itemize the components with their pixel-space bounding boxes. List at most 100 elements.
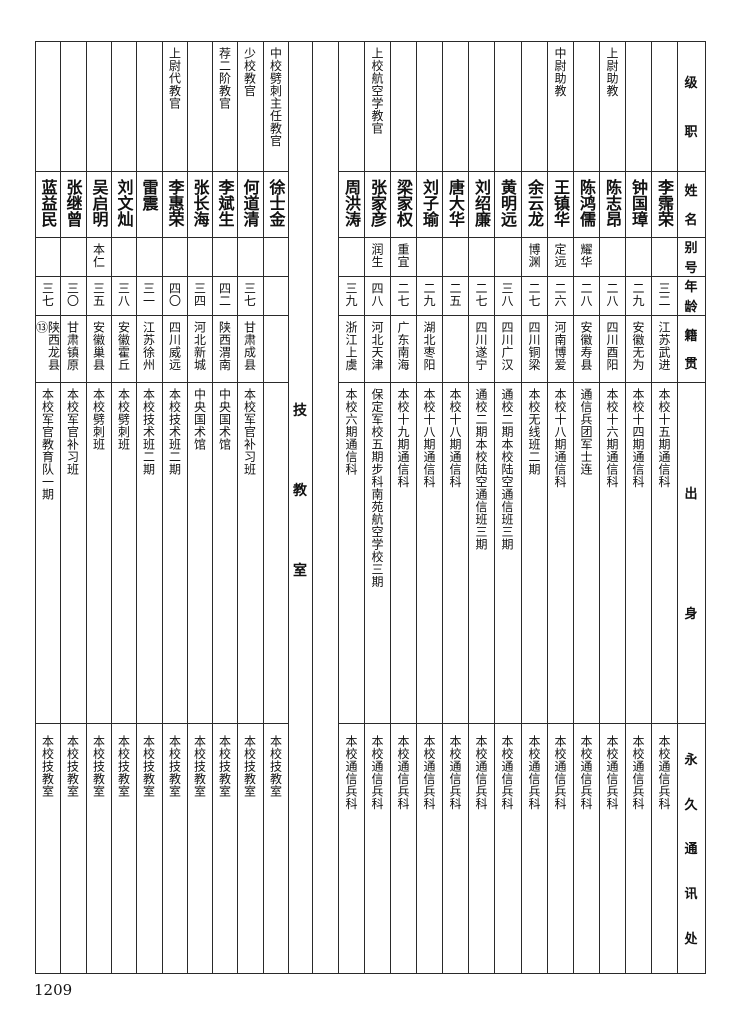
row-divider [35,973,706,974]
row-divider [35,171,289,172]
cell-rank [442,41,468,171]
person-alias: 定远 [553,243,567,268]
cell-origin: 安徽寿县 [573,315,599,382]
cell-address: 本校通信兵科 [468,723,494,973]
cell-background: 本校十五期通信科 [651,382,677,723]
cell-rank [136,41,161,171]
column-divider [111,41,112,974]
cell-address: 本校技教室 [237,723,262,973]
person-name: 陈鸿儒 [577,179,596,227]
header-label-char: 姓 [684,184,698,200]
person-origin: 河北天津 [370,321,384,371]
person-address: 本校通信兵科 [631,735,645,810]
cell-name: 刘子瑜 [416,171,442,237]
cell-rank [494,41,520,171]
person-address: 本校技教室 [40,735,55,798]
person-background: 本校技术班二期 [167,388,182,476]
column-divider [651,41,652,974]
cell-rank [60,41,85,171]
header-alias: 别号 [677,237,705,276]
person-rank: 上校航空学教官 [370,47,384,135]
person-origin: 江苏徐州 [141,321,156,371]
cell-age: 三二 [651,276,677,315]
row-divider [35,276,289,277]
cell-age: 三七 [237,276,262,315]
person-origin: 河北新城 [192,321,207,371]
person-name: 何道清 [240,179,260,227]
column-divider [573,41,574,974]
column-divider [312,41,313,974]
person-address: 本校技教室 [268,735,283,798]
cell-age: 二七 [390,276,416,315]
row-divider [338,276,678,277]
person-address: 本校通信兵科 [500,735,514,810]
cell-background: 本校军官补习班 [60,382,85,723]
cell-background: 本校十六期通信科 [599,382,625,723]
person-address: 本校通信兵科 [344,735,358,810]
cell-rank [625,41,651,171]
person-name: 刘绍廉 [472,179,491,227]
cell-origin: 四川铜梁 [521,315,547,382]
column-divider [494,41,495,974]
cell-address: 本校通信兵科 [521,723,547,973]
cell-name: 陈志昂 [599,171,625,237]
person-name: 刘文灿 [114,179,134,227]
person-name: 周洪涛 [342,179,361,227]
cell-background: 中央国术馆 [212,382,237,723]
person-background: 本校十八期通信科 [422,388,436,488]
cell-age: 三九 [338,276,364,315]
cell-background: 本校十八期通信科 [442,382,468,723]
row-divider [338,315,678,316]
cell-address: 本校通信兵科 [625,723,651,973]
cell-age [263,276,288,315]
section-title-char: 教 [293,483,307,499]
cell-origin: 江苏武进 [651,315,677,382]
person-origin: 甘肃镇原 [65,321,80,371]
cell-name: 周洪涛 [338,171,364,237]
person-background: 本校军官补习班 [65,388,80,476]
cell-name: 余云龙 [521,171,547,237]
person-address: 本校通信兵科 [657,735,671,810]
cell-origin: 四川酉阳 [599,315,625,382]
cell-name: 王镇华 [547,171,573,237]
cell-background: 保定军校五期步科南苑航空学校三期 [364,382,390,723]
row-divider [677,382,706,383]
person-background: 本校劈刺班 [91,388,106,451]
person-background: 本校十五期通信科 [657,388,671,488]
cell-name: 何道清 [237,171,262,237]
person-address: 本校通信兵科 [605,735,619,810]
cell-address: 本校通信兵科 [599,723,625,973]
person-age: 三二 [657,282,671,307]
cell-rank: 上校航空学教官 [364,41,390,171]
cell-address: 本校技教室 [136,723,161,973]
cell-rank [86,41,111,171]
person-address: 本校通信兵科 [396,735,410,810]
person-age: 三四 [192,282,207,307]
header-label-char: 讯 [684,887,698,903]
row-divider [677,723,706,724]
cell-alias [35,237,60,276]
person-name: 刘子瑜 [420,179,439,227]
cell-age: 四〇 [162,276,187,315]
column-divider [86,41,87,974]
person-name: 钟国璋 [629,179,648,227]
row-divider [338,171,678,172]
person-age: 三九 [344,282,358,307]
row-divider [677,276,706,277]
header-label-char: 贯 [684,357,698,373]
cell-name: 陈鸿儒 [573,171,599,237]
header-label-char: 职 [684,125,698,141]
person-address: 本校技教室 [192,735,207,798]
cell-rank: 荐二阶教官 [212,41,237,171]
cell-background: 本校六期通信科 [338,382,364,723]
cell-rank [187,41,212,171]
row-divider [338,382,678,383]
cell-rank [416,41,442,171]
cell-background [263,382,288,723]
cell-background: 本校十八期通信科 [416,382,442,723]
person-alias: 润生 [370,243,384,268]
header-label-char: 处 [684,932,698,948]
cell-alias: 耀华 [573,237,599,276]
cell-rank [651,41,677,171]
